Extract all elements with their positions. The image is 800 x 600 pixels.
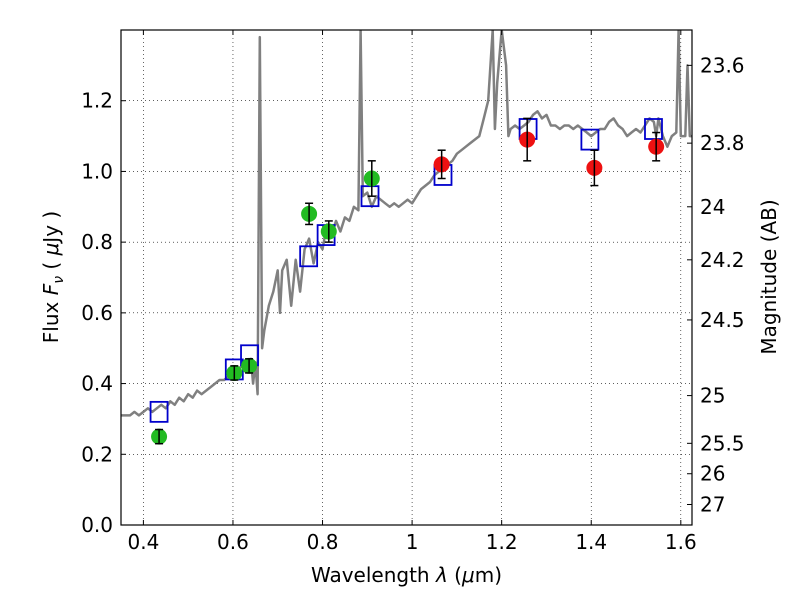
right-tick-label: 26 [700,462,725,486]
error-layer [151,117,665,445]
right-tick-label: 25.5 [700,431,745,455]
model-photometry-square [299,245,319,268]
right-tick-label: 25 [700,384,725,408]
right-tick-label: 24.5 [700,308,745,332]
model-photometry-square [644,118,663,140]
right-tick-label: 23.8 [700,131,745,155]
y-tick-label: 1.2 [81,89,113,113]
model-photometry-square [149,400,169,423]
right-axis-title: Magnitude (AB) [757,199,781,354]
x-tick-label: 0.8 [307,530,339,554]
plot-background [121,30,692,525]
right-tick-label: 23.6 [700,53,745,77]
right-tick-label: 27 [700,492,725,516]
y-tick-label: 0.0 [81,513,113,537]
y-tick-label: 0.8 [81,230,113,254]
x-tick-label: 1 [406,530,419,554]
x-tick-label: 1.2 [486,530,518,554]
x-tick-label: 0.6 [217,530,249,554]
plot-frame [120,29,693,526]
y-axis-title: Flux Fν ( μJy ) [39,211,67,343]
model-photometry-square [580,128,600,151]
x-axis-title: Wavelength λ (μm) [311,563,502,587]
y-tick-label: 0.6 [81,301,113,325]
right-tick-label: 24.2 [700,248,745,272]
y-tick-label: 1.0 [81,159,113,183]
ticks: 0.4 0.6 0.8 1 1.2 1.4 1.6 0.0 0.2 0.4 0.6 0.8 1.0 1.2… [81,30,745,554]
x-tick-label: 0.4 [127,530,159,554]
x-tick-label: 1.4 [575,530,607,554]
y-tick-label: 0.4 [81,372,113,396]
grid [121,30,692,525]
y-tick-label: 0.2 [81,442,113,466]
x-tick-label: 1.6 [665,530,697,554]
right-tick-label: 24 [700,195,725,219]
